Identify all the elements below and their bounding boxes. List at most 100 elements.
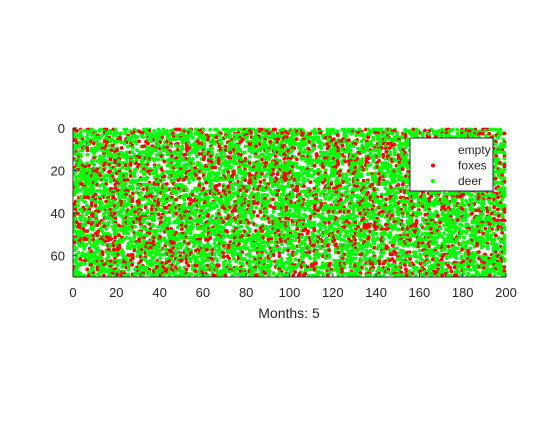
deer-point: [462, 203, 467, 208]
deer-point: [193, 150, 198, 154]
deer-point: [130, 145, 135, 150]
deer-point: [221, 177, 226, 182]
fox-point: [159, 154, 164, 159]
fox-point: [300, 133, 304, 138]
deer-point: [460, 223, 464, 228]
deer-point: [176, 144, 181, 149]
deer-point: [219, 137, 224, 142]
deer-point: [314, 160, 319, 165]
deer-point: [293, 133, 297, 137]
deer-point: [129, 212, 133, 217]
deer-point: [137, 186, 142, 191]
deer-point: [191, 161, 196, 166]
deer-point: [371, 137, 376, 142]
deer-point: [494, 127, 498, 132]
deer-point: [303, 207, 308, 212]
fox-point: [470, 211, 474, 216]
deer-point: [314, 131, 319, 136]
deer-point: [79, 128, 83, 133]
fox-point: [502, 131, 507, 136]
deer-point: [359, 139, 364, 144]
deer-point: [228, 128, 233, 133]
fox-point: [197, 176, 202, 181]
deer-point: [254, 223, 259, 228]
deer-point: [161, 177, 166, 182]
fox-point: [340, 143, 345, 148]
deer-point: [113, 127, 118, 132]
deer-point: [139, 169, 144, 174]
fox-point: [131, 191, 135, 196]
fox-point: [258, 180, 263, 184]
deer-point: [427, 132, 432, 137]
deer-point: [104, 226, 109, 231]
deer-point: [383, 182, 388, 187]
deer-point: [270, 214, 275, 219]
deer-point: [202, 137, 206, 142]
deer-point: [182, 197, 187, 202]
deer-point: [354, 133, 359, 138]
deer-point: [169, 144, 173, 149]
fox-point: [495, 207, 500, 212]
fox-point: [390, 143, 394, 148]
deer-point: [280, 215, 285, 219]
deer-point: [245, 139, 250, 144]
deer-point: [340, 161, 345, 166]
fox-point: [282, 156, 287, 161]
deer-point: [236, 143, 241, 148]
deer-point: [392, 152, 397, 157]
fox-point: [157, 212, 161, 217]
fox-point: [239, 139, 243, 144]
deer-point: [255, 175, 260, 180]
deer-point: [234, 176, 239, 180]
deer-point: [459, 210, 463, 215]
deer-point: [390, 131, 395, 136]
fox-point: [169, 154, 174, 159]
deer-point: [373, 200, 378, 204]
deer-point: [217, 178, 222, 182]
deer-point: [281, 193, 286, 198]
deer-point: [73, 152, 78, 157]
deer-point: [260, 135, 265, 140]
deer-point: [97, 129, 102, 134]
deer-point: [158, 228, 163, 233]
deer-point: [392, 158, 397, 163]
deer-point: [383, 174, 388, 178]
deer-point: [106, 154, 111, 159]
fox-point: [387, 146, 392, 150]
deer-point: [212, 205, 217, 210]
deer-point: [270, 184, 275, 189]
fox-point: [496, 195, 501, 200]
deer-point: [323, 207, 328, 212]
deer-point: [356, 180, 360, 185]
deer-point: [223, 135, 228, 139]
fox-point: [271, 197, 275, 202]
deer-point: [231, 186, 236, 191]
deer-point: [279, 229, 284, 234]
deer-point: [219, 163, 224, 168]
fox-point: [146, 141, 150, 146]
deer-point: [138, 152, 143, 157]
fox-point: [117, 163, 121, 167]
deer-point: [249, 215, 254, 220]
deer-point: [134, 167, 139, 172]
deer-point: [359, 174, 364, 179]
deer-point: [414, 214, 419, 219]
deer-point: [495, 150, 500, 154]
deer-point: [225, 127, 230, 132]
deer-point: [239, 224, 244, 229]
deer-point: [115, 139, 120, 144]
fox-point: [377, 177, 382, 182]
deer-point: [171, 214, 176, 218]
deer-point: [223, 154, 228, 159]
fox-point: [275, 172, 280, 177]
deer-point: [298, 146, 303, 151]
deer-point: [176, 225, 180, 230]
deer-point: [265, 193, 270, 198]
deer-point: [316, 135, 321, 140]
deer-point: [465, 213, 470, 218]
deer-point: [315, 189, 320, 193]
deer-point: [318, 192, 323, 197]
deer-point: [245, 135, 250, 139]
deer-point: [238, 148, 243, 153]
deer-point: [243, 144, 248, 149]
